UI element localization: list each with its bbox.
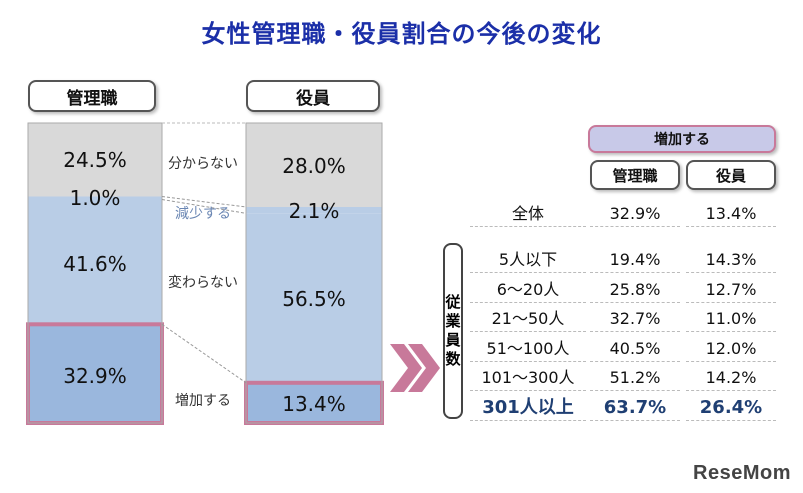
legend-decrease: 減少する [175, 206, 231, 222]
table-row-mgmt: 32.7% [590, 306, 680, 332]
legend-unknown: 分からない [168, 156, 238, 172]
label-mgmt-unknown: 24.5% [63, 148, 127, 172]
label-exec-increase: 13.4% [282, 392, 346, 416]
bar-exec-segment-0 [246, 123, 382, 207]
bar-mgmt-segment-2 [28, 199, 162, 325]
table-col-exec: 役員 [686, 160, 776, 190]
side-label-char: 業 [445, 312, 461, 330]
bar-mgmt-segment-1 [28, 196, 162, 200]
table-col-mgmt: 管理職 [590, 160, 680, 190]
table-row-exec: 26.4% [686, 395, 776, 421]
bar-mgmt-outline [27, 122, 163, 424]
table-row-label: 6～20人 [470, 277, 586, 303]
table-row-label: 51～100人 [470, 336, 586, 362]
bar-mgmt-segment-0 [28, 123, 162, 197]
label-exec-unknown: 28.0% [282, 154, 346, 178]
table-group-header: 増加する [588, 125, 776, 153]
table-row-label: 21～50人 [470, 306, 586, 332]
bar-exec-segment-1 [246, 207, 382, 214]
table-row-label: 5人以下 [470, 247, 586, 273]
bar-exec-segment-2 [246, 213, 382, 383]
label-exec-decrease: 2.1% [288, 199, 340, 223]
table-row-mgmt: 51.2% [590, 365, 680, 391]
table-row-exec: 11.0% [686, 306, 776, 332]
resemom-logo: ReseMom [693, 462, 791, 484]
label-mgmt-same: 41.6% [63, 252, 127, 276]
table-row-mgmt: 19.4% [590, 247, 680, 273]
side-label-employees: 従業員数 [443, 243, 463, 419]
page-title: 女性管理職・役員割合の今後の変化 [201, 20, 602, 48]
side-label-char: 数 [445, 350, 461, 368]
bar-header-exec: 役員 [246, 80, 380, 112]
bar-header-mgmt: 管理職 [28, 80, 156, 112]
chevron-right-icon [390, 344, 440, 392]
legend-same: 変わらない [168, 275, 238, 291]
label-mgmt-increase: 32.9% [63, 364, 127, 388]
table-overall-mgmt: 32.9% [590, 201, 680, 227]
table-overall-exec: 13.4% [686, 201, 776, 227]
table-row-exec: 12.0% [686, 336, 776, 362]
side-label-char: 員 [445, 331, 461, 349]
table-overall-label: 全体 [470, 201, 586, 227]
connector-line [161, 323, 247, 384]
side-label-char: 従 [445, 293, 461, 311]
bar-exec-outline [245, 122, 383, 424]
connector-line [161, 199, 247, 214]
label-exec-same: 56.5% [282, 287, 346, 311]
legend-increase: 増加する [175, 393, 231, 409]
label-mgmt-decrease: 1.0% [69, 186, 121, 210]
table-row-label: 301人以上 [470, 395, 586, 421]
table-row-mgmt: 25.8% [590, 277, 680, 303]
table-row-exec: 14.3% [686, 247, 776, 273]
table-row-exec: 14.2% [686, 365, 776, 391]
table-row-exec: 12.7% [686, 277, 776, 303]
table-row-label: 101～300人 [470, 365, 586, 391]
connector-line [161, 196, 247, 208]
table-row-mgmt: 63.7% [590, 395, 680, 421]
table-row-mgmt: 40.5% [590, 336, 680, 362]
